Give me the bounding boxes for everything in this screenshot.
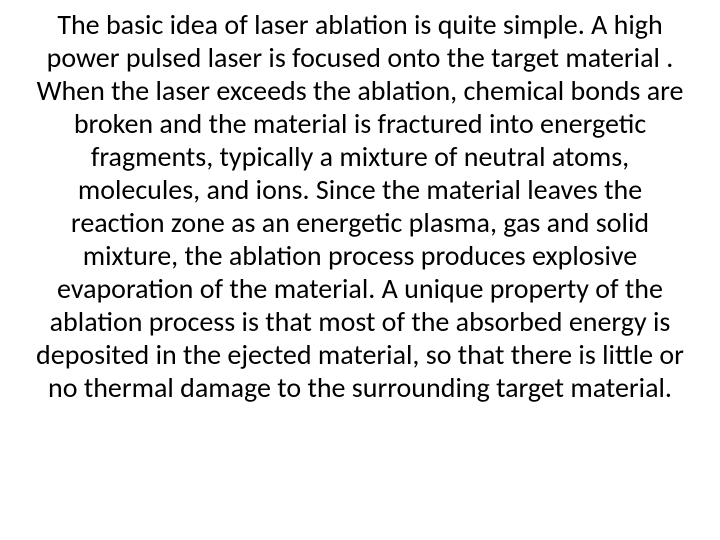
slide-container: The basic idea of laser ablation is quit… [0, 0, 720, 540]
body-paragraph: The basic idea of laser ablation is quit… [30, 8, 690, 404]
